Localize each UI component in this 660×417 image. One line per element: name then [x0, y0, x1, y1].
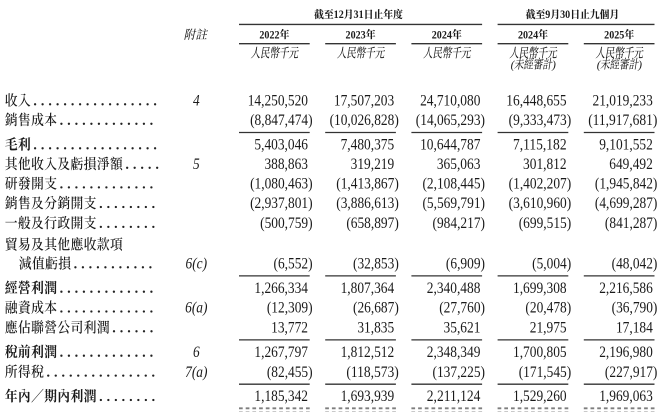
svg-text:13,772: 13,772 — [271, 320, 308, 337]
svg-text:(6,552): (6,552) — [274, 256, 313, 273]
svg-text:(2,937,801): (2,937,801) — [250, 195, 313, 212]
svg-text:(6,909): (6,909) — [446, 256, 485, 273]
svg-text:(9,333,473): (9,333,473) — [509, 112, 572, 129]
svg-text:12: 12 — [334, 8, 344, 21]
svg-text:2,211,124: 2,211,124 — [427, 388, 481, 405]
svg-text:): ) — [637, 59, 642, 72]
svg-text:31,835: 31,835 — [357, 320, 394, 337]
svg-text:24,710,080: 24,710,080 — [420, 93, 481, 110]
svg-text:(14,065,293): (14,065,293) — [416, 112, 485, 129]
svg-text:(10,026,828): (10,026,828) — [330, 112, 399, 129]
svg-text:35,621: 35,621 — [444, 320, 481, 337]
svg-text:(11,917,681): (11,917,681) — [588, 112, 657, 129]
svg-text:4: 4 — [193, 93, 200, 110]
svg-text:(841,287): (841,287) — [605, 215, 657, 232]
svg-text:7,115,182: 7,115,182 — [513, 137, 567, 154]
svg-text:(32,853): (32,853) — [353, 256, 399, 273]
svg-text:1,529,260: 1,529,260 — [513, 388, 567, 405]
svg-text:(27,760): (27,760) — [439, 300, 485, 317]
svg-text:(8,847,474): (8,847,474) — [250, 112, 313, 129]
svg-text:649,492: 649,492 — [609, 156, 653, 173]
svg-text:1,185,342: 1,185,342 — [254, 388, 308, 405]
svg-text:1,693,939: 1,693,939 — [341, 388, 395, 405]
svg-text:(171,545): (171,545) — [519, 364, 571, 381]
svg-text:(1,080,463): (1,080,463) — [250, 176, 313, 193]
svg-text:(82,455): (82,455) — [267, 364, 313, 381]
svg-text:5,403,046: 5,403,046 — [254, 137, 308, 154]
svg-text:2024: 2024 — [432, 28, 452, 41]
svg-text:(500,759): (500,759) — [260, 215, 312, 232]
svg-text:): ) — [551, 59, 556, 72]
svg-text:10,644,787: 10,644,787 — [420, 137, 481, 154]
svg-text:(1,402,207): (1,402,207) — [509, 176, 572, 193]
svg-text:2,196,980: 2,196,980 — [599, 344, 653, 361]
svg-text:6(c): 6(c) — [186, 256, 208, 273]
svg-text:1,812,512: 1,812,512 — [341, 344, 395, 361]
svg-text:21,019,233: 21,019,233 — [593, 93, 654, 110]
svg-text:(1,945,842): (1,945,842) — [595, 176, 658, 193]
svg-text:(658,897): (658,897) — [346, 215, 398, 232]
svg-text:(118,573): (118,573) — [346, 364, 398, 381]
svg-text:2023: 2023 — [346, 28, 366, 41]
svg-text:1,969,063: 1,969,063 — [599, 388, 653, 405]
svg-text:2025: 2025 — [604, 28, 624, 41]
svg-text:9,101,552: 9,101,552 — [599, 137, 653, 154]
svg-text:(699,515): (699,515) — [519, 215, 571, 232]
svg-text:301,812: 301,812 — [523, 156, 567, 173]
svg-text:(36,790): (36,790) — [612, 300, 658, 317]
svg-text:7,480,375: 7,480,375 — [341, 137, 395, 154]
svg-text:319,219: 319,219 — [351, 156, 395, 173]
svg-text:388,863: 388,863 — [264, 156, 308, 173]
svg-text:(5,569,791): (5,569,791) — [422, 195, 485, 212]
svg-text:(3,886,613): (3,886,613) — [336, 195, 399, 212]
svg-text:7(a): 7(a) — [185, 364, 207, 381]
svg-text:1,700,805: 1,700,805 — [513, 344, 567, 361]
svg-text:(984,217): (984,217) — [433, 215, 485, 232]
svg-text:365,063: 365,063 — [437, 156, 481, 173]
svg-text:2024: 2024 — [518, 28, 538, 41]
svg-text:(: ( — [597, 59, 602, 72]
svg-text:(20,478): (20,478) — [525, 300, 571, 317]
svg-text:(1,413,867): (1,413,867) — [336, 176, 399, 193]
svg-text:16,448,655: 16,448,655 — [506, 93, 567, 110]
svg-text:(48,042): (48,042) — [612, 256, 658, 273]
svg-text:6: 6 — [193, 344, 200, 361]
svg-text:1,267,797: 1,267,797 — [254, 344, 308, 361]
svg-text:(2,108,445): (2,108,445) — [422, 176, 485, 193]
svg-text:(3,610,960): (3,610,960) — [509, 195, 572, 212]
svg-text:2,348,349: 2,348,349 — [427, 344, 481, 361]
svg-text:(5,004): (5,004) — [532, 256, 571, 273]
svg-text:2,340,488: 2,340,488 — [427, 280, 481, 297]
svg-text:14,250,520: 14,250,520 — [248, 93, 309, 110]
svg-text:5: 5 — [193, 156, 200, 173]
svg-text:2,216,586: 2,216,586 — [599, 280, 653, 297]
svg-text:6(a): 6(a) — [185, 300, 207, 317]
svg-text:1,699,308: 1,699,308 — [513, 280, 567, 297]
svg-text:(4,699,287): (4,699,287) — [595, 195, 658, 212]
svg-text:17,184: 17,184 — [616, 320, 653, 337]
svg-text:(: ( — [511, 59, 516, 72]
svg-text:21,975: 21,975 — [530, 320, 567, 337]
svg-text:9: 9 — [545, 8, 550, 21]
svg-text:30: 30 — [560, 8, 570, 21]
svg-text:2022: 2022 — [259, 28, 279, 41]
svg-text:1,266,334: 1,266,334 — [254, 280, 308, 297]
svg-text:(137,225): (137,225) — [433, 364, 485, 381]
svg-text:(12,309): (12,309) — [267, 300, 313, 317]
svg-text:17,507,203: 17,507,203 — [334, 93, 395, 110]
svg-text:(227,917): (227,917) — [605, 364, 657, 381]
svg-text:1,807,364: 1,807,364 — [341, 280, 395, 297]
svg-text:(26,687): (26,687) — [353, 300, 399, 317]
svg-text:31: 31 — [354, 8, 364, 21]
